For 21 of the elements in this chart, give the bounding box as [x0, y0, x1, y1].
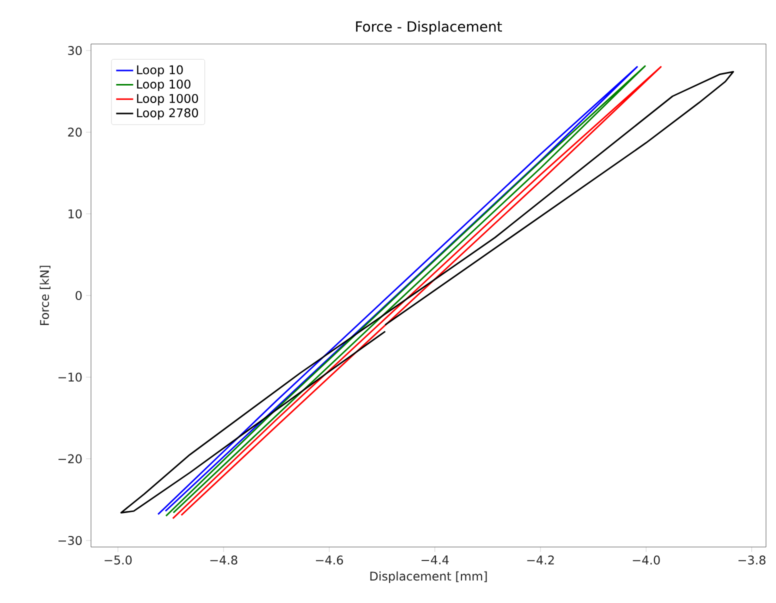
x-tick-label: −4.4	[422, 556, 449, 564]
x-tick-label: −3.8	[738, 556, 766, 565]
x-tick-label: −5.0	[104, 556, 132, 565]
legend-label: Loop 100	[137, 80, 190, 91]
y-tick-label: 30	[68, 46, 82, 56]
y-tick-label: 0	[76, 290, 82, 300]
legend-label: Loop 2780	[137, 108, 198, 120]
y-tick-label: −20	[58, 454, 82, 464]
x-tick-label: −4.8	[210, 556, 238, 565]
legend-label: Loop 1000	[137, 94, 198, 106]
y-tick-label: −30	[58, 536, 82, 545]
y-tick-label: 20	[68, 128, 82, 137]
y-axis-title: Force [kN]	[40, 266, 50, 325]
legend-label: Loop 10	[137, 65, 183, 77]
y-tick-label: −10	[58, 372, 82, 382]
x-tick-label: −4.0	[632, 556, 660, 565]
x-tick-label: −4.6	[316, 556, 343, 565]
x-axis-title: Displacement [mm]	[370, 571, 487, 583]
x-tick-label: −4.2	[527, 556, 554, 564]
y-tick-label: 10	[68, 209, 82, 218]
chart-title: Force - Displacement	[356, 20, 502, 34]
